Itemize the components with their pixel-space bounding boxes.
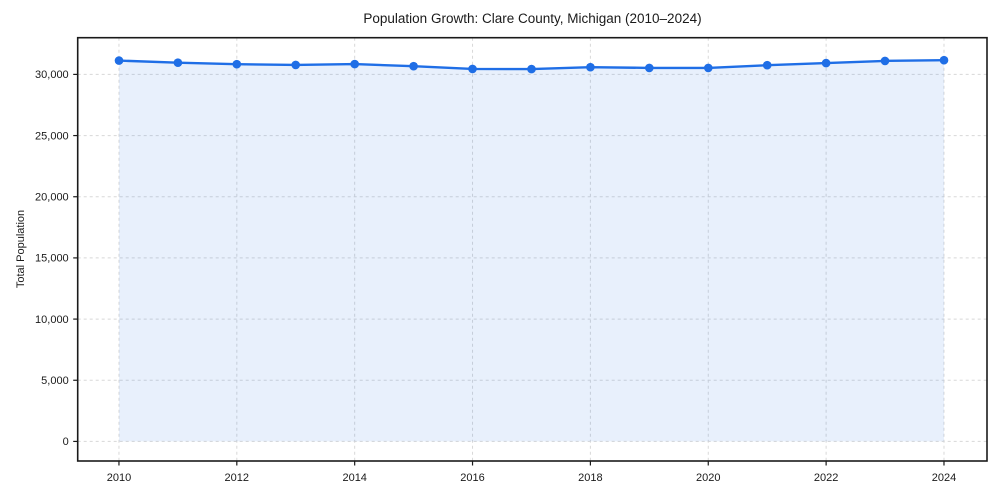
x-tick-label: 2024 <box>932 472 956 484</box>
axes-box <box>76 36 988 462</box>
chart-title: Population Growth: Clare County, Michiga… <box>363 11 702 26</box>
x-tick-label: 2014 <box>342 472 366 484</box>
x-tick-label: 2010 <box>107 472 131 484</box>
data-point <box>645 63 654 73</box>
data-point <box>114 56 124 65</box>
y-tick-label: 10,000 <box>35 314 69 326</box>
y-tick-label: 20,000 <box>35 192 69 204</box>
data-point <box>880 56 890 66</box>
y-tick-label: 15,000 <box>35 253 69 265</box>
data-point <box>527 64 536 74</box>
data-point <box>232 59 242 69</box>
area-fill <box>119 60 944 442</box>
x-tick-label: 2018 <box>578 472 602 484</box>
data-point <box>173 58 183 67</box>
data-point <box>586 62 595 72</box>
y-tick-label: 25,000 <box>35 130 69 142</box>
data-point <box>821 58 831 68</box>
data-point <box>409 61 418 71</box>
x-tick-label: 2016 <box>460 472 484 484</box>
data-point <box>291 60 301 70</box>
data-point <box>350 59 360 69</box>
x-tick-label: 2012 <box>225 472 249 484</box>
x-tick-label: 2022 <box>814 472 838 484</box>
data-point <box>939 55 949 65</box>
y-tick-label: 5,000 <box>41 375 69 387</box>
y-tick-label: 30,000 <box>35 69 69 81</box>
data-point <box>704 63 713 73</box>
x-tick-label: 2020 <box>696 472 720 484</box>
y-tick-label: 0 <box>63 436 69 448</box>
data-point <box>762 60 772 70</box>
data-point <box>468 64 477 74</box>
